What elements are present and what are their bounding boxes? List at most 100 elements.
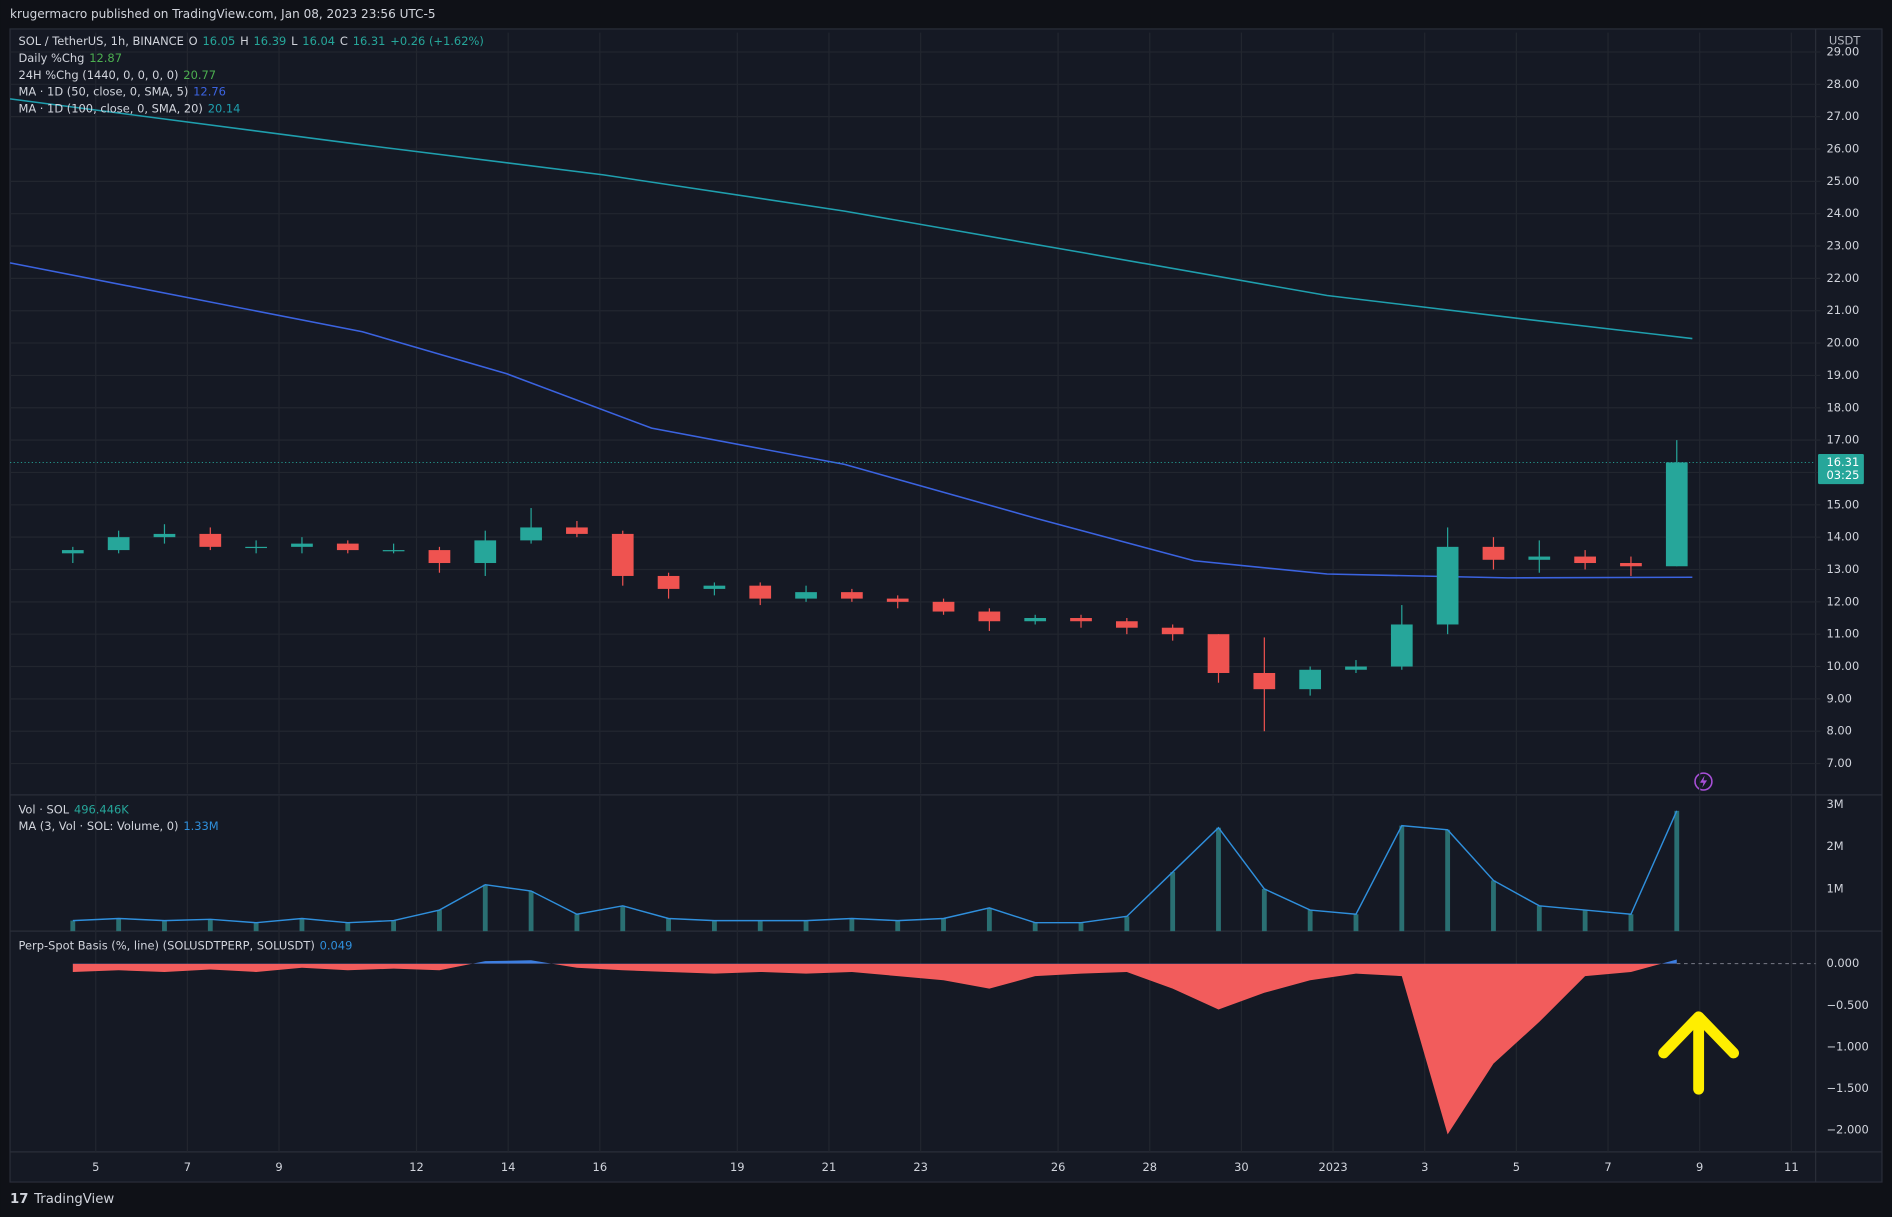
candle-body bbox=[291, 543, 313, 547]
candle-body bbox=[1207, 634, 1230, 673]
y-tick-label: 18.00 bbox=[1826, 400, 1859, 414]
y-tick-label: 1M bbox=[1826, 881, 1843, 895]
candle-body bbox=[978, 611, 1001, 622]
x-tick-label: 7 bbox=[1604, 1160, 1611, 1174]
candle-body bbox=[1024, 618, 1047, 622]
x-tick-label: 21 bbox=[822, 1160, 837, 1174]
volume-bar bbox=[528, 891, 534, 932]
publisher: krugermacro published on TradingView.com… bbox=[10, 7, 435, 21]
last-price-label: 16.31 bbox=[1826, 455, 1859, 469]
candle-body bbox=[1161, 627, 1184, 635]
legend-item: 496.446K bbox=[74, 802, 129, 816]
legend-item: 0.049 bbox=[320, 938, 353, 952]
volume-bar bbox=[1491, 880, 1496, 932]
volume-bar bbox=[116, 918, 122, 932]
candle-body bbox=[566, 527, 588, 534]
volume-bar bbox=[1261, 888, 1267, 932]
candle-body bbox=[153, 533, 176, 538]
candle-body bbox=[1436, 546, 1459, 625]
volume-bar bbox=[345, 922, 351, 932]
candle-body bbox=[1253, 672, 1276, 690]
brand: TradingView bbox=[33, 1192, 114, 1207]
volume-bar bbox=[1216, 827, 1221, 932]
legend-item: Vol · SOL bbox=[18, 802, 69, 816]
candle-body bbox=[245, 546, 267, 549]
x-tick-label: 5 bbox=[92, 1160, 99, 1174]
volume-bar bbox=[620, 905, 626, 932]
legend-item: 24H %Chg (1440, 0, 0, 0, 0) bbox=[18, 67, 178, 81]
volume-bar bbox=[986, 907, 992, 932]
volume-bar bbox=[70, 920, 76, 932]
volume-bar bbox=[207, 919, 213, 932]
basis-area-negative bbox=[72, 963, 1662, 1135]
candle-body bbox=[1574, 556, 1596, 564]
volume-bar bbox=[253, 922, 259, 932]
x-tick-label: 19 bbox=[730, 1160, 745, 1174]
y-tick-label: 14.00 bbox=[1826, 530, 1859, 544]
y-tick-label: 17.00 bbox=[1826, 433, 1859, 447]
legend-item: O bbox=[189, 34, 198, 48]
y-tick-label: 27.00 bbox=[1826, 109, 1859, 123]
legend-item: MA (3, Vol · SOL: Volume, 0) bbox=[18, 819, 178, 833]
y-tick-label: −2.000 bbox=[1826, 1123, 1868, 1137]
volume-bar bbox=[574, 914, 580, 932]
candle-body bbox=[749, 585, 772, 599]
x-tick-label: 11 bbox=[1784, 1160, 1799, 1174]
volume-line bbox=[72, 810, 1678, 924]
ma-line bbox=[9, 98, 1693, 340]
candle-body bbox=[428, 550, 451, 564]
y-tick-label: 28.00 bbox=[1826, 77, 1859, 91]
candle-body bbox=[932, 601, 955, 612]
y-tick-label: 0.000 bbox=[1826, 956, 1859, 970]
y-tick-label: 24.00 bbox=[1826, 206, 1859, 220]
x-tick-label: 26 bbox=[1051, 1160, 1066, 1174]
y-tick-label: 19.00 bbox=[1826, 368, 1859, 382]
x-tick-label: 5 bbox=[1513, 1160, 1520, 1174]
candle-body bbox=[703, 585, 726, 589]
volume-bar bbox=[1399, 825, 1405, 932]
legend-item: +0.26 (+1.62%) bbox=[390, 34, 484, 48]
volume-bar bbox=[1032, 922, 1038, 932]
x-tick-label: 16 bbox=[593, 1160, 608, 1174]
y-tick-label: 9.00 bbox=[1826, 691, 1851, 705]
y-tick-label: 13.00 bbox=[1826, 562, 1859, 576]
volume-bar bbox=[1674, 810, 1680, 932]
x-tick-label: 2023 bbox=[1319, 1160, 1348, 1174]
volume-bar bbox=[1353, 914, 1359, 932]
legend-row: SOL / TetherUS, 1h, BINANCE O 16.05 H 16.39 L… bbox=[18, 34, 483, 48]
y-tick-label: 21.00 bbox=[1826, 303, 1859, 317]
volume-bar bbox=[803, 920, 809, 932]
volume-bar bbox=[1628, 914, 1634, 932]
volume-bar bbox=[941, 918, 946, 932]
x-tick-label: 30 bbox=[1234, 1160, 1249, 1174]
candle-body bbox=[474, 540, 497, 564]
legend-row: MA · 1D (50, close, 0, SMA, 5) 12.76 bbox=[18, 84, 225, 98]
logo-mark: 𝟭𝟳 bbox=[10, 1192, 28, 1207]
y-tick-label: 11.00 bbox=[1826, 627, 1859, 641]
legend-item: 12.87 bbox=[89, 50, 122, 64]
y-tick-label: −0.500 bbox=[1826, 998, 1868, 1012]
y-tick-label: 26.00 bbox=[1826, 142, 1859, 156]
x-tick-label: 9 bbox=[275, 1160, 282, 1174]
y-tick-label: 3M bbox=[1826, 797, 1843, 811]
candle-body bbox=[841, 592, 863, 599]
y-tick-label: 8.00 bbox=[1826, 724, 1851, 738]
brand-logo: 𝟭𝟳 bbox=[10, 1192, 28, 1207]
y-tick-label: −1.000 bbox=[1826, 1039, 1868, 1053]
y-tick-label: 20.00 bbox=[1826, 336, 1859, 350]
volume-bar bbox=[1307, 910, 1313, 932]
candle-body bbox=[1482, 546, 1505, 560]
x-tick-label: 12 bbox=[409, 1160, 424, 1174]
volume-bar bbox=[1445, 829, 1451, 932]
volume-bar bbox=[299, 918, 305, 932]
legend-item: C bbox=[340, 34, 348, 48]
event-icon[interactable] bbox=[1694, 772, 1713, 791]
countdown-label: 03:25 bbox=[1826, 468, 1859, 482]
legend-item: Perp-Spot Basis (%, line) (SOLUSDTPERP, … bbox=[18, 938, 314, 952]
candle-body bbox=[795, 592, 817, 599]
legend-item: 20.14 bbox=[208, 101, 241, 115]
x-tick-label: 28 bbox=[1142, 1160, 1157, 1174]
legend-item: MA · 1D (50, close, 0, SMA, 5) bbox=[18, 84, 188, 98]
candle-body bbox=[886, 598, 909, 602]
volume-bar bbox=[1170, 872, 1176, 932]
